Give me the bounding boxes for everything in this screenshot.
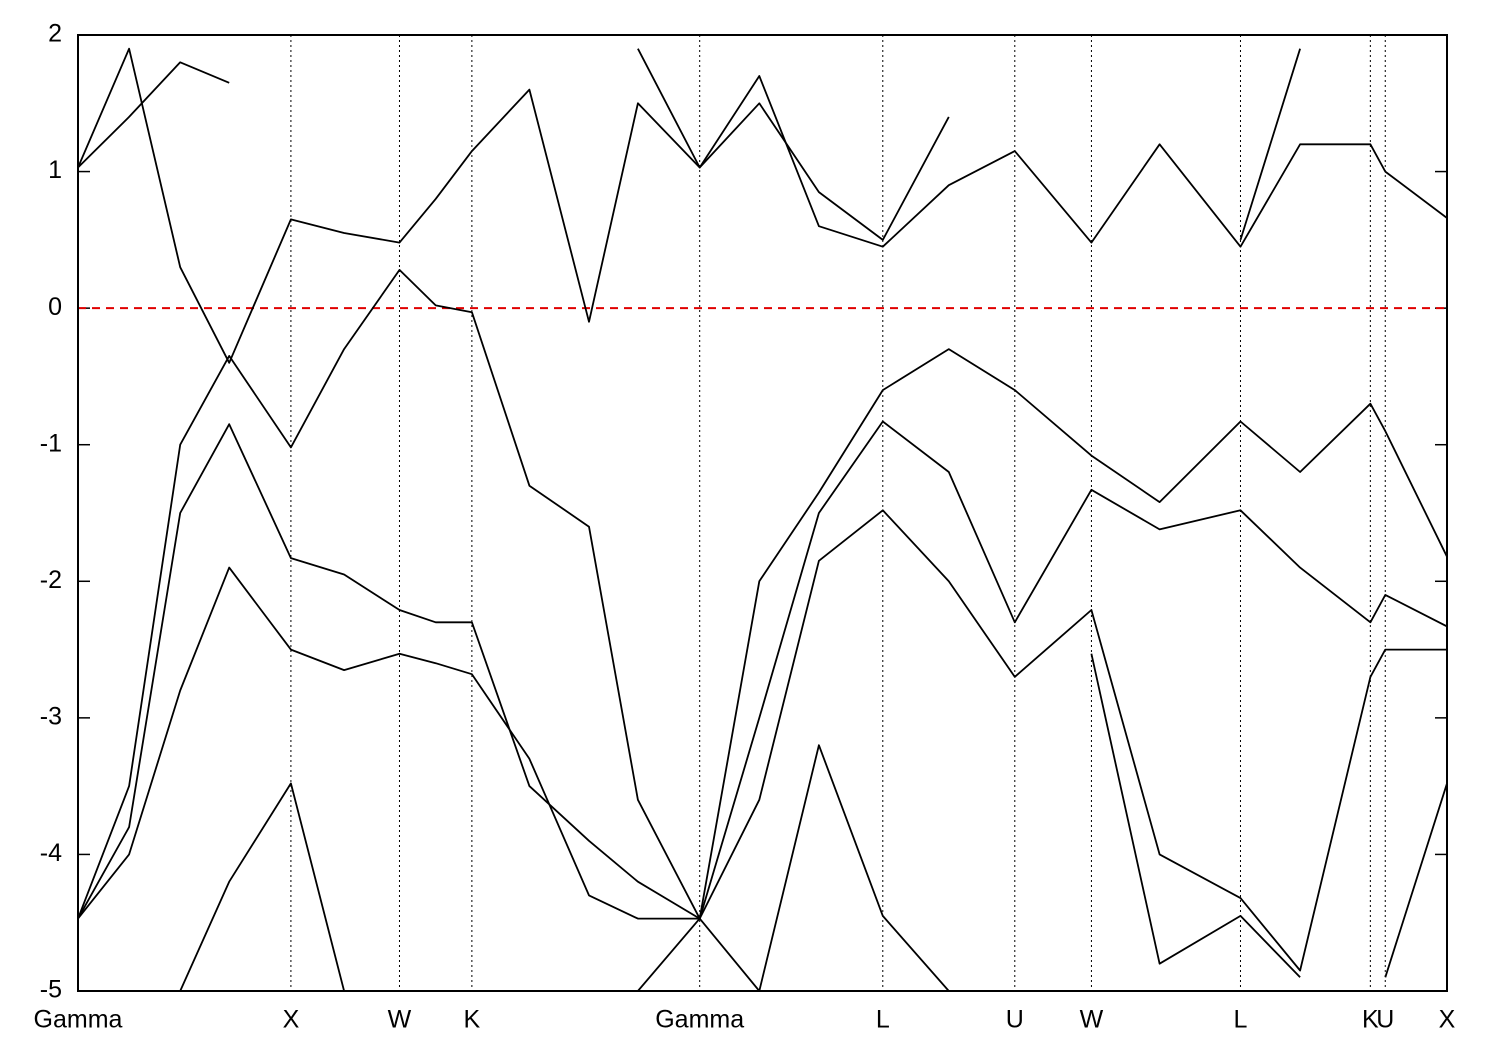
- y-tick-label: 2: [48, 20, 62, 48]
- x-tick-label: U: [1006, 1006, 1024, 1034]
- band-line: [78, 48, 1301, 241]
- y-tick-label: 1: [48, 156, 62, 184]
- y-tick-label: -4: [40, 839, 62, 867]
- x-tick-label: K: [1362, 1006, 1379, 1034]
- x-tick-label: K: [464, 1006, 481, 1034]
- x-tick-label: W: [1080, 1006, 1104, 1034]
- x-tick-label: U: [1376, 1006, 1394, 1034]
- x-tick-label: Gamma: [34, 1006, 123, 1034]
- band-line: [179, 653, 1447, 991]
- x-tick-label: Gamma: [655, 1006, 744, 1034]
- plot-frame: [77, 34, 1448, 992]
- band-line: [78, 420, 1447, 920]
- x-tick-label: X: [283, 1006, 300, 1034]
- y-tick-label: -3: [40, 702, 62, 730]
- band-line: [78, 509, 1447, 972]
- x-tick-label: L: [1234, 1006, 1248, 1034]
- band-line: [78, 269, 1447, 920]
- y-tick-label: -2: [40, 566, 62, 594]
- x-tick-label: L: [876, 1006, 890, 1034]
- y-tick-label: -5: [40, 976, 62, 1004]
- y-tick-label: -1: [40, 429, 62, 457]
- x-tick-label: W: [388, 1006, 412, 1034]
- x-tick-label: X: [1439, 1006, 1456, 1034]
- band-line: [78, 47, 1447, 364]
- plot-area: [78, 47, 1447, 991]
- y-tick-label: 0: [48, 293, 62, 321]
